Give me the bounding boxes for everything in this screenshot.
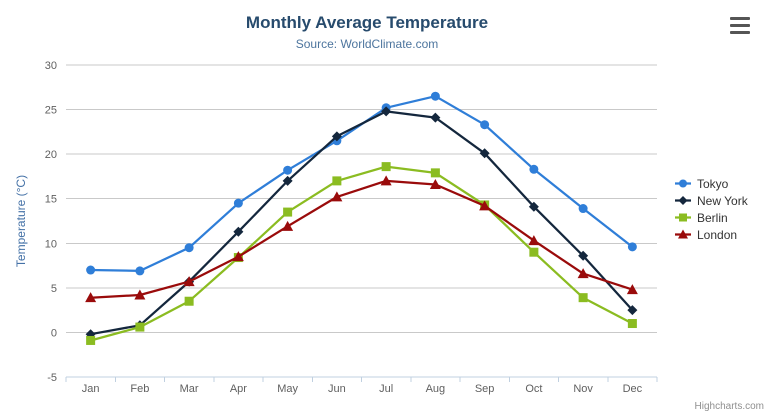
legend-item-london[interactable]: London [675, 226, 748, 243]
point-marker[interactable] [282, 220, 294, 231]
legend-item-new-york[interactable]: New York [675, 192, 748, 209]
point-marker[interactable] [331, 131, 342, 142]
x-axis-label: Apr [230, 383, 247, 395]
x-axis-label: Jul [379, 383, 393, 395]
point-marker[interactable] [626, 284, 638, 295]
x-axis-label: Sep [475, 383, 495, 395]
legend-symbol-berlin [675, 213, 691, 222]
point-marker[interactable] [184, 296, 194, 306]
point-marker[interactable] [678, 196, 688, 205]
legend-label-new-york: New York [697, 193, 748, 208]
y-axis-label: 30 [45, 60, 57, 72]
point-marker[interactable] [678, 229, 688, 239]
y-axis-label: 15 [45, 194, 57, 206]
point-marker[interactable] [135, 266, 145, 276]
x-axis-label: May [277, 383, 298, 395]
chart-title: Monthly Average Temperature [245, 13, 489, 32]
point-marker[interactable] [627, 319, 637, 329]
y-axis-label: -5 [47, 372, 57, 384]
series-new-york[interactable] [85, 106, 638, 340]
axis-labels: -5 0 5 10 15 20 25 30 Jan Feb Mar Apr May Jun Jul Aug Se… [45, 60, 643, 395]
point-marker[interactable] [380, 175, 392, 186]
point-marker[interactable] [86, 265, 96, 275]
y-axis-label: 5 [51, 283, 57, 295]
x-axis-label: Nov [573, 383, 593, 395]
x-axis-label: Jun [328, 383, 346, 395]
point-marker[interactable] [332, 176, 342, 186]
point-marker[interactable] [528, 235, 540, 246]
legend-label-berlin: Berlin [697, 210, 728, 225]
point-marker[interactable] [86, 335, 96, 345]
legend-item-berlin[interactable]: Berlin [675, 209, 748, 226]
point-marker[interactable] [135, 322, 145, 332]
point-marker[interactable] [528, 201, 539, 212]
point-marker[interactable] [578, 250, 589, 261]
point-marker[interactable] [283, 165, 293, 175]
point-marker[interactable] [430, 112, 441, 123]
point-marker[interactable] [479, 200, 491, 211]
x-axis-label: Mar [180, 383, 199, 395]
x-axis-label: Dec [623, 383, 643, 395]
point-marker[interactable] [578, 204, 588, 214]
series-line-london [89, 179, 634, 299]
point-marker[interactable] [480, 120, 490, 130]
point-marker[interactable] [679, 213, 687, 222]
point-marker[interactable] [529, 164, 539, 174]
chart-subtitle: Source: WorldClimate.com [295, 37, 439, 51]
point-marker[interactable] [479, 148, 490, 159]
point-marker[interactable] [679, 179, 687, 188]
legend: Tokyo New York Berlin London [675, 175, 748, 243]
legend-symbol-new-york [675, 196, 691, 205]
hamburger-icon [730, 24, 750, 27]
y-axis-label: 25 [45, 105, 57, 117]
point-marker[interactable] [529, 247, 539, 257]
series-line-tokyo [89, 95, 634, 273]
series-tokyo[interactable] [86, 91, 637, 276]
point-marker[interactable] [85, 292, 97, 303]
y-gridlines [66, 64, 657, 378]
point-marker[interactable] [282, 175, 293, 186]
point-marker[interactable] [430, 91, 440, 101]
point-marker[interactable] [627, 242, 637, 252]
point-marker[interactable] [184, 243, 194, 253]
point-marker[interactable] [627, 305, 638, 316]
credits-link[interactable]: Highcharts.com [694, 401, 764, 412]
legend-symbol-london [675, 229, 691, 239]
legend-label-tokyo: Tokyo [697, 176, 729, 191]
x-axis-label: Feb [130, 383, 149, 395]
x-axis [65, 376, 658, 382]
x-axis-label: Oct [525, 383, 542, 395]
series-london[interactable] [85, 175, 638, 303]
point-marker[interactable] [283, 207, 293, 217]
point-marker[interactable] [233, 226, 244, 237]
context-menu-button[interactable] [730, 17, 750, 35]
point-marker[interactable] [578, 293, 588, 303]
point-marker[interactable] [232, 251, 244, 262]
legend-symbol-tokyo [675, 179, 691, 188]
legend-label-london: London [697, 227, 738, 242]
legend-item-tokyo[interactable]: Tokyo [675, 175, 748, 192]
hamburger-icon [730, 17, 750, 20]
y-axis-label: 0 [51, 327, 57, 339]
y-axis-label: 20 [45, 149, 57, 161]
series-line-new-york [89, 110, 634, 336]
y-axis-title: Temperature (°C) [14, 175, 28, 267]
point-marker[interactable] [134, 289, 146, 300]
series-group [85, 91, 638, 345]
x-axis-label: Aug [426, 383, 446, 395]
x-axis-label: Jan [82, 383, 100, 395]
point-marker[interactable] [381, 106, 392, 117]
point-marker[interactable] [430, 168, 440, 178]
point-marker[interactable] [381, 162, 391, 172]
point-marker[interactable] [429, 178, 441, 189]
point-marker[interactable] [183, 276, 195, 287]
y-axis-label: 10 [45, 238, 57, 250]
point-marker[interactable] [331, 191, 343, 202]
hamburger-icon [730, 31, 750, 34]
point-marker[interactable] [233, 198, 243, 208]
point-marker[interactable] [577, 268, 589, 279]
series-line-berlin [89, 165, 634, 342]
